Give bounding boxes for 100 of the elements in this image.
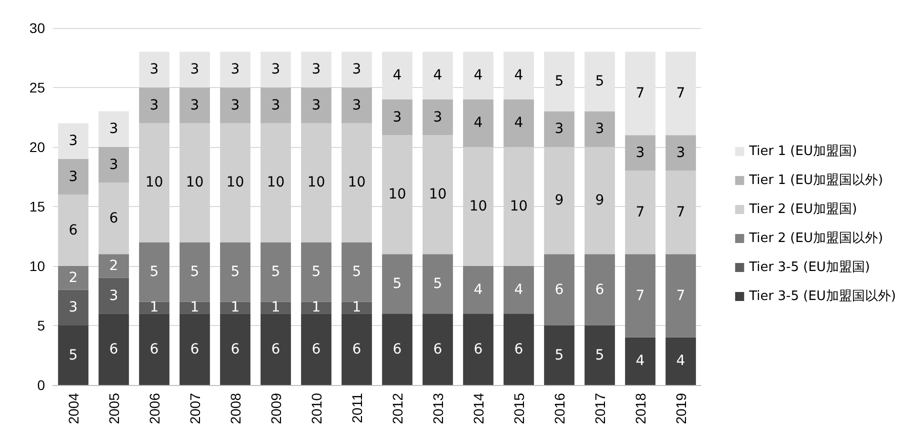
bar xyxy=(98,314,129,385)
bar xyxy=(260,302,291,314)
bar xyxy=(220,242,250,302)
legend-label: Tier 2 (EU加盟国以外) xyxy=(748,231,884,246)
data-label: 10 xyxy=(348,174,366,191)
bar xyxy=(98,111,129,147)
data-label: 6 xyxy=(433,341,442,358)
x-tick-label: 2011 xyxy=(348,392,365,424)
bar xyxy=(382,314,412,385)
legend-label: Tier 2 (EU加盟国) xyxy=(748,202,858,217)
bar xyxy=(301,314,332,385)
data-label: 3 xyxy=(636,144,645,161)
bar xyxy=(584,52,615,112)
x-tick-label: 2010 xyxy=(308,392,324,424)
bar xyxy=(382,254,412,314)
bar xyxy=(58,158,88,195)
data-label: 3 xyxy=(230,62,240,78)
x-tick-label: 2005 xyxy=(106,392,122,424)
data-label: 6 xyxy=(271,341,280,358)
data-label: 6 xyxy=(595,282,604,298)
data-label: 4 xyxy=(514,282,524,298)
data-label: 6 xyxy=(352,341,362,358)
data-label: 9 xyxy=(554,192,564,209)
data-label: 3 xyxy=(150,97,159,114)
x-tick-label: 2008 xyxy=(227,392,244,424)
bar xyxy=(544,111,574,147)
data-label: 2 xyxy=(109,258,118,274)
bar xyxy=(139,242,170,302)
data-label: 6 xyxy=(514,341,524,358)
bar xyxy=(58,266,88,290)
bar xyxy=(301,302,332,314)
bar xyxy=(544,254,574,326)
y-tick-label: 10 xyxy=(29,258,46,274)
bar xyxy=(301,242,332,302)
data-label: 3 xyxy=(150,62,159,78)
data-label: 10 xyxy=(510,198,528,214)
bar xyxy=(301,88,332,124)
data-label: 3 xyxy=(109,156,118,173)
data-label: 10 xyxy=(469,198,488,214)
data-label: 4 xyxy=(636,353,645,370)
data-label: 4 xyxy=(392,68,402,84)
bar xyxy=(382,52,412,100)
data-label: 6 xyxy=(230,341,240,358)
data-label: 4 xyxy=(474,282,483,298)
data-label: 4 xyxy=(514,115,524,132)
legend-label: Tier 1 (EU加盟国以外) xyxy=(748,173,884,188)
x-tick-label: 2007 xyxy=(186,392,203,424)
bar xyxy=(584,254,615,326)
data-label: 1 xyxy=(190,300,200,316)
data-label: 3 xyxy=(554,121,564,138)
bar xyxy=(463,99,494,147)
data-label: 3 xyxy=(352,97,362,114)
bar xyxy=(220,52,250,88)
data-label: 6 xyxy=(312,341,321,358)
bar xyxy=(58,326,88,385)
data-label: 10 xyxy=(145,174,164,191)
data-label: 10 xyxy=(307,174,326,191)
bar xyxy=(58,290,88,326)
data-label: 5 xyxy=(352,264,362,280)
data-label: 10 xyxy=(226,174,244,191)
bar xyxy=(58,123,88,159)
data-label: 10 xyxy=(186,174,204,191)
data-label: 6 xyxy=(554,282,564,298)
x-tick-label: 2012 xyxy=(389,392,406,424)
data-label: 3 xyxy=(68,300,78,316)
data-label: 9 xyxy=(595,192,604,209)
data-label: 4 xyxy=(433,68,442,84)
bar xyxy=(98,278,129,314)
data-label: 10 xyxy=(388,186,406,203)
y-tick-label: 5 xyxy=(37,318,46,334)
data-label: 4 xyxy=(474,115,483,132)
data-label: 5 xyxy=(271,264,280,280)
data-label: 5 xyxy=(230,264,240,280)
bar xyxy=(139,302,170,314)
bar xyxy=(301,52,332,88)
x-tick-label: 2015 xyxy=(510,392,527,424)
data-label: 5 xyxy=(312,264,321,280)
data-label: 4 xyxy=(676,353,686,370)
data-label: 3 xyxy=(271,97,280,114)
bar xyxy=(422,314,453,385)
data-label: 4 xyxy=(474,68,483,84)
data-label: 6 xyxy=(474,341,483,358)
data-label: 1 xyxy=(312,300,321,316)
bar xyxy=(666,337,696,385)
data-label: 3 xyxy=(109,288,118,304)
bar xyxy=(139,88,170,124)
bar xyxy=(625,52,656,136)
bar xyxy=(260,88,291,124)
bar xyxy=(342,88,372,124)
y-tick-label: 25 xyxy=(29,80,46,96)
bar xyxy=(625,135,656,171)
data-label: 3 xyxy=(68,168,78,185)
data-label: 3 xyxy=(676,144,686,161)
data-label: 5 xyxy=(554,74,564,90)
bar xyxy=(666,254,696,338)
data-label: 3 xyxy=(352,62,362,78)
x-tick-label: 2009 xyxy=(268,392,284,424)
bar xyxy=(342,314,372,385)
data-label: 5 xyxy=(392,276,402,292)
data-label: 3 xyxy=(312,62,321,78)
